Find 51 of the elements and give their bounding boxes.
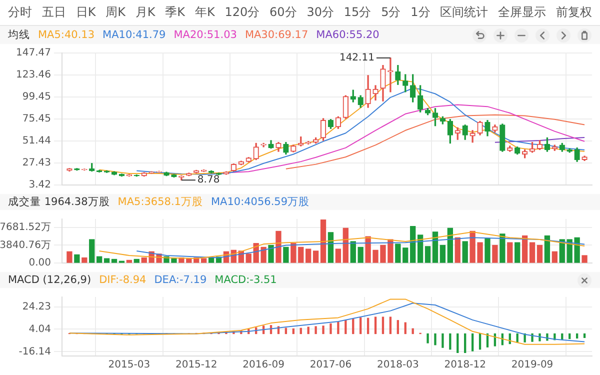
text: 全屏显示 — [498, 4, 546, 21]
text: MA60:55.20 — [316, 29, 380, 41]
text: 区间统计 — [440, 4, 488, 21]
text: MA10:4056.59万股 — [210, 195, 310, 209]
x-tick-label: 2018-12 — [444, 360, 486, 371]
text: 前复权 — [556, 4, 592, 21]
text: DIF:-8.94 — [99, 274, 146, 286]
text: 30分 — [306, 4, 334, 21]
text: 分时 — [8, 4, 32, 21]
text: MA10:41.79 — [102, 29, 166, 41]
annotation: 142.11 — [339, 52, 374, 64]
x-tick-label: 2015-03 — [108, 360, 150, 371]
x-tick-label: 2019-09 — [511, 360, 554, 371]
y-tick-label: 3840.76万 — [0, 240, 51, 251]
y-tick-label: 75.45 — [22, 114, 51, 125]
text: MA30:69.17 — [244, 29, 308, 41]
y-tick-label: 147.47 — [16, 48, 51, 59]
y-tick-label: 24.23 — [22, 301, 51, 312]
text: 年K — [194, 4, 215, 21]
text: 60分 — [270, 4, 297, 21]
text: 15分 — [344, 4, 372, 21]
text: 五日 — [42, 4, 66, 21]
y-tick-label: 99.45 — [22, 92, 51, 103]
y-tick-label: 51.44 — [22, 136, 51, 147]
text: MA20:51.03 — [174, 29, 237, 41]
text: 日K — [76, 4, 96, 21]
text: 季K — [165, 4, 186, 21]
text: MA5:3658.1万股 — [118, 195, 203, 209]
x-tick-label: 2018-03 — [377, 360, 419, 371]
x-tick-label: 2015-12 — [175, 360, 218, 371]
y-tick-label: 4.04 — [28, 324, 51, 335]
text: 月K — [135, 4, 156, 21]
y-tick-label: 27.43 — [22, 158, 51, 169]
y-tick-label: 123.46 — [16, 70, 51, 81]
text: MACD:-3.51 — [214, 274, 277, 286]
x-tick-label: 2016-09 — [242, 360, 284, 371]
legend-title: 成交量 1964.38万股 — [8, 195, 110, 209]
text: 1分 — [410, 4, 430, 21]
y-tick-label: -16.14 — [18, 346, 51, 358]
text: DEA:-7.19 — [154, 274, 207, 286]
text: 周K — [106, 4, 126, 21]
legend-title: 均线 — [8, 28, 30, 42]
y-tick-label: 0.00 — [28, 258, 51, 269]
y-tick-label: 3.42 — [28, 180, 51, 191]
text: 120分 — [224, 4, 260, 21]
y-tick-label: 7681.52万 — [0, 222, 51, 234]
text: MA5:40.13 — [38, 29, 95, 41]
text: 5分 — [381, 4, 401, 21]
x-tick-label: 2017-06 — [310, 360, 352, 371]
annotation: 8.78 — [197, 174, 220, 186]
legend-title: MACD (12,26,9) — [8, 274, 92, 286]
